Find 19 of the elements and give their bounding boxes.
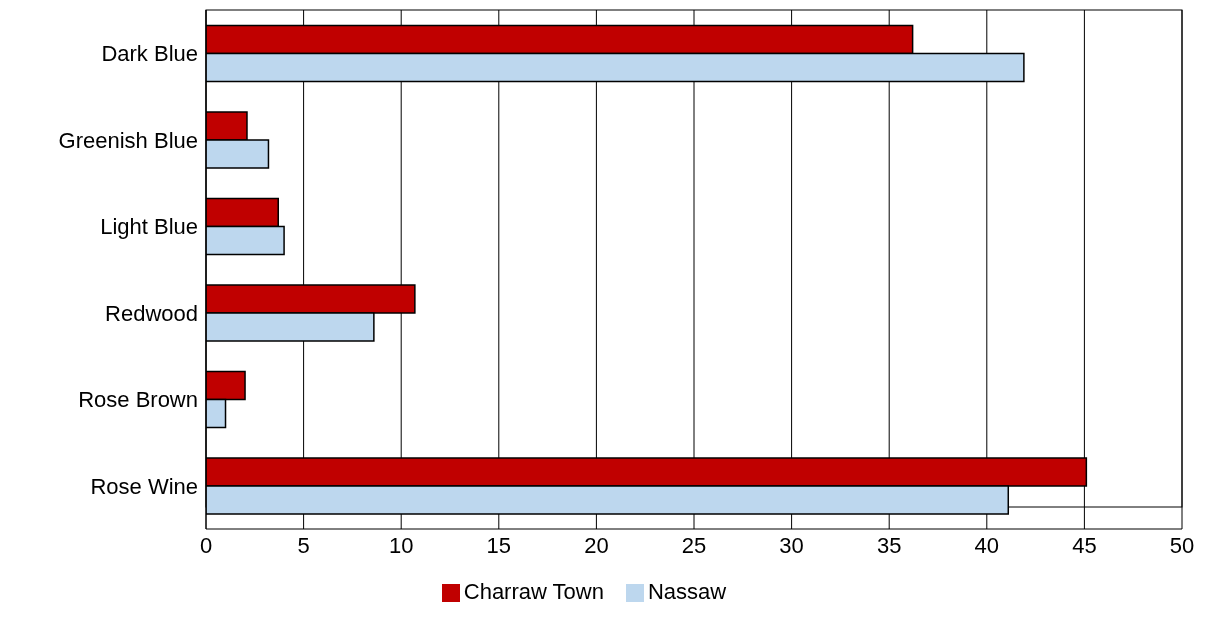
x-tick-label: 10 <box>388 532 414 558</box>
y-tick-label: Greenish Blue <box>58 127 198 153</box>
y-tick-label: Redwood <box>105 300 198 326</box>
x-tick-label: 40 <box>974 532 1000 558</box>
legend-label: Nassaw <box>647 579 727 604</box>
x-tick-label: 25 <box>681 532 707 558</box>
x-tick-label: 30 <box>779 532 804 558</box>
x-tick-label: 20 <box>584 532 609 558</box>
x-tick-label: 35 <box>876 532 902 558</box>
y-tick-label: Rose Wine <box>90 473 198 499</box>
y-tick-label: Rose Brown <box>78 387 198 413</box>
y-tick-label: Dark Blue <box>101 41 198 67</box>
x-tick-label: 15 <box>486 532 512 558</box>
x-tick-label: 5 <box>297 532 310 558</box>
x-tick-label: 0 <box>199 532 213 558</box>
legend-label: Charraw Town <box>463 579 604 604</box>
x-tick-label: 50 <box>1169 532 1195 558</box>
y-tick-label: Light Blue <box>100 214 198 240</box>
x-tick-label: 45 <box>1072 532 1097 558</box>
